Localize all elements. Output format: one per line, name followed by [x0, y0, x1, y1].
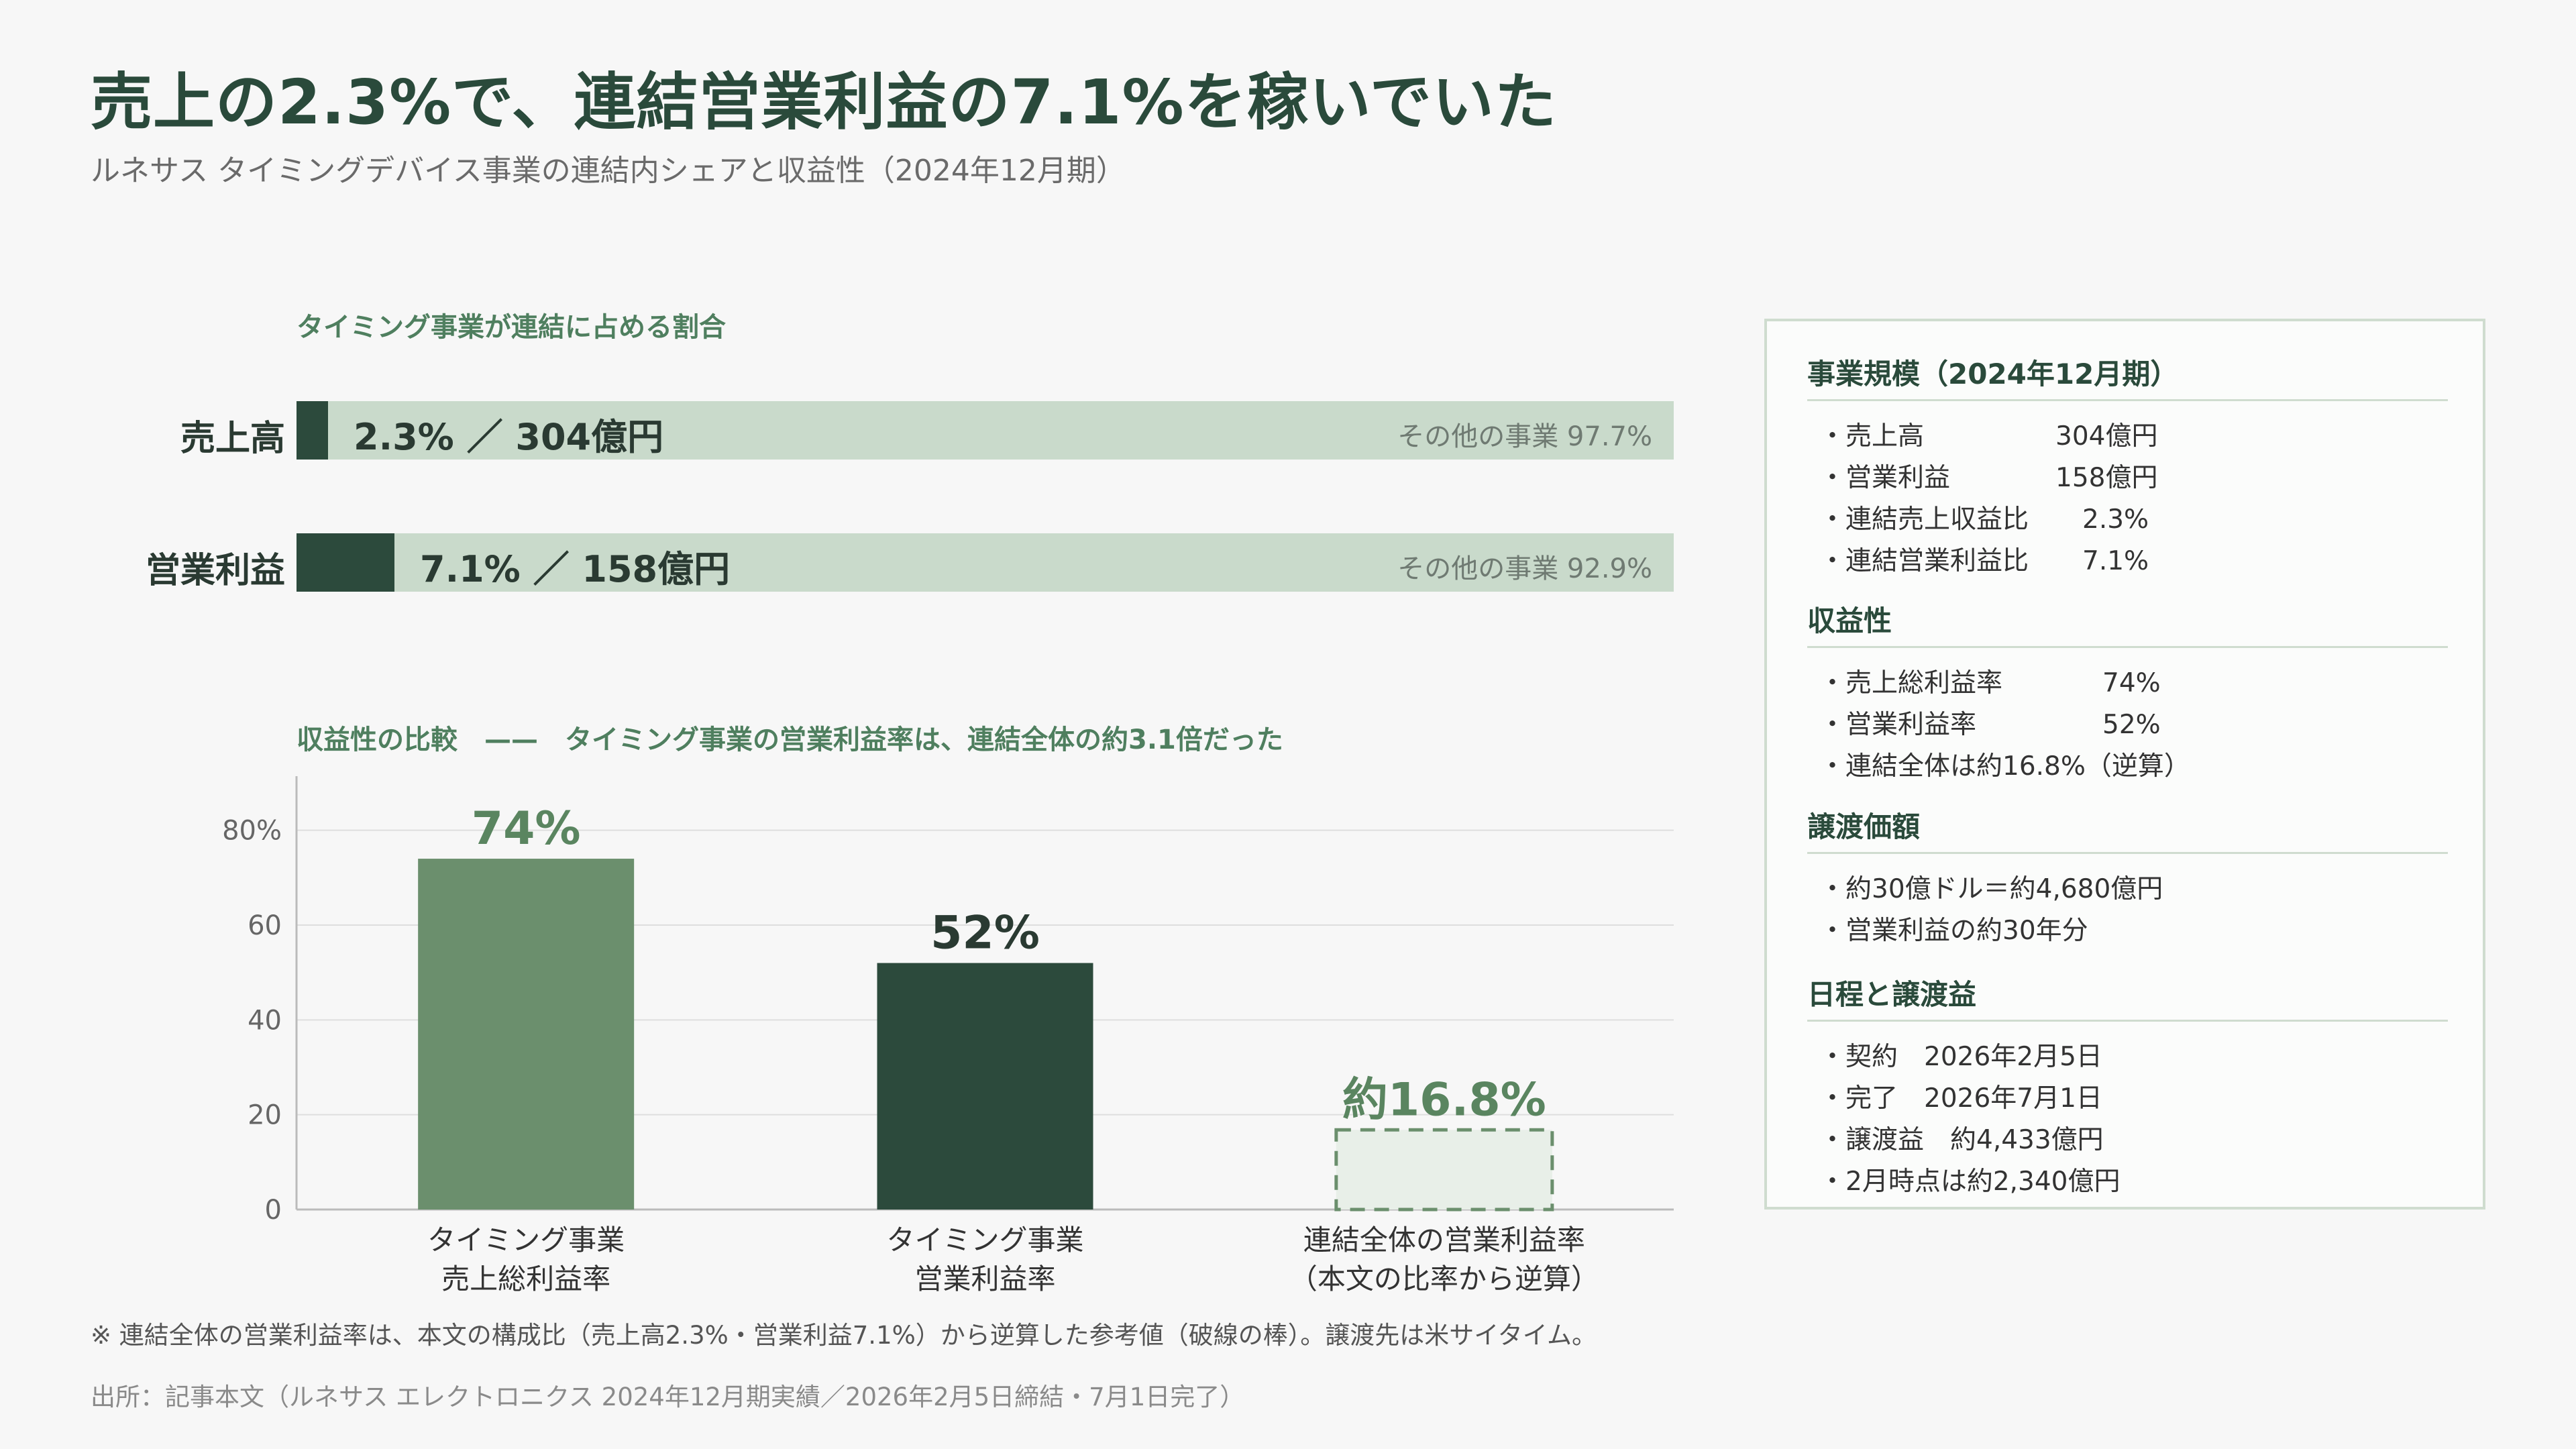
- summary-item: ・完了 2026年7月1日: [1807, 1078, 2448, 1120]
- summary-item-value: 74%: [2102, 668, 2161, 698]
- summary-section-title: 譲渡価額: [1807, 804, 2448, 854]
- summary-section: 事業規模（2024年12月期） ・売上高 304億円 ・営業利益 158億円 ・連結売上収…: [1807, 352, 2448, 582]
- x-tick-label: 営業利益率: [914, 1263, 1055, 1295]
- x-tick-label: 売上総利益率: [441, 1263, 610, 1295]
- share-bar-fill: [297, 401, 328, 460]
- summary-item-key: ・売上総利益率: [1819, 668, 2003, 698]
- share-row-label: 営業利益: [145, 551, 285, 591]
- summary-item-value: 158億円: [2055, 463, 2158, 493]
- summary-item-key: ・連結売上収益比: [1819, 504, 2029, 535]
- profit-section-heading: 収益性の比較 —— タイミング事業の営業利益率は、連結全体の約3.1倍だった: [297, 724, 1283, 755]
- share-row-label: 売上高: [180, 419, 285, 459]
- bar: [1334, 1128, 1554, 1212]
- summary-item: ・連結営業利益比 7.1%: [1807, 541, 2448, 582]
- bar: [418, 859, 635, 1210]
- summary-item-key: ・2月時点は約2,340億円: [1819, 1167, 2121, 1197]
- summary-list: ・契約 2026年2月5日 ・完了 2026年7月1日 ・譲渡益 約4,433億円・…: [1807, 1036, 2448, 1203]
- summary-item-key: ・契約 2026年2月5日: [1819, 1042, 2102, 1072]
- share-bar-other-label: その他の事業 92.9%: [1397, 553, 1652, 584]
- footnote: ※ 連結全体の営業利益率は、本文の構成比（売上高2.3%・営業利益7.1%）から…: [91, 1321, 1597, 1350]
- summary-item-key: ・営業利益率: [1819, 710, 1977, 740]
- summary-item: ・売上高 304億円: [1807, 416, 2448, 458]
- bar-data-label: 74%: [472, 802, 581, 855]
- share-bar-value-label: 2.3% ／ 304億円: [354, 416, 664, 458]
- summary-item-key: ・営業利益: [1819, 463, 1951, 493]
- share-section-heading: タイミング事業が連結に占める割合: [297, 312, 726, 343]
- y-tick-label: 40: [248, 1005, 282, 1036]
- summary-item-key: ・連結全体は約16.8%（逆算）: [1819, 751, 2190, 782]
- summary-item-key: ・営業利益の約30年分: [1819, 916, 2088, 946]
- summary-item-key: ・約30億ドル＝約4,680億円: [1819, 874, 2163, 904]
- summary-item: ・営業利益の約30年分: [1807, 910, 2448, 952]
- summary-list: ・売上総利益率 74% ・営業利益率 52% ・連結全体は約16.8%（逆算）: [1807, 663, 2448, 788]
- share-bar-track: 7.1% ／ 158億円 その他の事業 92.9%: [297, 533, 1674, 592]
- summary-item-value: 2.3%: [2082, 504, 2149, 535]
- summary-list: ・売上高 304億円・営業利益 158億円 ・連結売上収益比 2.3% ・連結営業利益比 7…: [1807, 416, 2448, 582]
- x-tick-label: タイミング事業: [886, 1224, 1083, 1256]
- bar: [877, 963, 1093, 1210]
- summary-item-key: ・譲渡益 約4,433億円: [1819, 1125, 2104, 1155]
- share-bar-value-label: 7.1% ／ 158億円: [420, 548, 731, 590]
- x-tick-label: 連結全体の営業利益率: [1303, 1224, 1585, 1256]
- share-bar-fill: [297, 533, 394, 592]
- summary-list: ・約30億ドル＝約4,680億円 ・営業利益の約30年分: [1807, 869, 2448, 952]
- summary-item: ・2月時点は約2,340億円: [1807, 1161, 2448, 1203]
- summary-section: 譲渡価額・約30億ドル＝約4,680億円 ・営業利益の約30年分: [1807, 804, 2448, 952]
- share-bar-track: 2.3% ／ 304億円 その他の事業 97.7%: [297, 401, 1674, 460]
- summary-panel: 事業規模（2024年12月期） ・売上高 304億円 ・営業利益 158億円 ・連結売上収…: [1764, 319, 2485, 1210]
- summary-item-key: ・連結営業利益比: [1819, 546, 2029, 576]
- summary-item-value: 52%: [2102, 710, 2161, 740]
- summary-section: 日程と譲渡益・契約 2026年2月5日 ・完了 2026年7月1日 ・譲渡益 約4,…: [1807, 972, 2448, 1203]
- summary-section-title: 日程と譲渡益: [1807, 972, 2448, 1022]
- y-tick-label: 0: [265, 1195, 282, 1226]
- summary-item-key: ・完了 2026年7月1日: [1819, 1083, 2102, 1114]
- y-tick-label: 60: [248, 910, 282, 941]
- x-tick-label: タイミング事業: [427, 1224, 625, 1256]
- summary-item-value: 7.1%: [2082, 546, 2149, 576]
- page-subtitle: ルネサス タイミングデバイス事業の連結内シェアと収益性（2024年12月期）: [91, 154, 1126, 188]
- summary-item: ・営業利益 158億円: [1807, 458, 2448, 499]
- summary-item: ・約30億ドル＝約4,680億円: [1807, 869, 2448, 910]
- summary-item: ・連結全体は約16.8%（逆算）: [1807, 746, 2448, 788]
- page-title: 売上の2.3%で、連結営業利益の7.1%を稼いでいた: [91, 66, 1557, 138]
- bar-data-label: 52%: [930, 907, 1040, 960]
- bar-data-label: 約16.8%: [1342, 1073, 1546, 1126]
- summary-section-title: 事業規模（2024年12月期）: [1807, 352, 2448, 401]
- summary-section-title: 収益性: [1807, 598, 2448, 648]
- summary-item: ・営業利益率 52%: [1807, 704, 2448, 746]
- source-note: 出所：記事本文（ルネサス エレクトロニクス 2024年12月期実績／2026年2…: [91, 1383, 1245, 1411]
- y-tick-label: 20: [248, 1100, 282, 1131]
- summary-section: 収益性・売上総利益率 74% ・営業利益率 52% ・連結全体は約16.8%（逆算）: [1807, 598, 2448, 788]
- summary-item: ・売上総利益率 74%: [1807, 663, 2448, 704]
- x-tick-label: （本文の比率から逆算）: [1289, 1263, 1599, 1295]
- share-bar-other-label: その他の事業 97.7%: [1397, 421, 1652, 452]
- y-tick-label: 80%: [222, 816, 282, 847]
- summary-item: ・連結売上収益比 2.3%: [1807, 499, 2448, 541]
- summary-item: ・譲渡益 約4,433億円: [1807, 1120, 2448, 1161]
- summary-item: ・契約 2026年2月5日: [1807, 1036, 2448, 1078]
- summary-item-value: 304億円: [2055, 421, 2158, 451]
- summary-item-key: ・売上高: [1819, 421, 1925, 451]
